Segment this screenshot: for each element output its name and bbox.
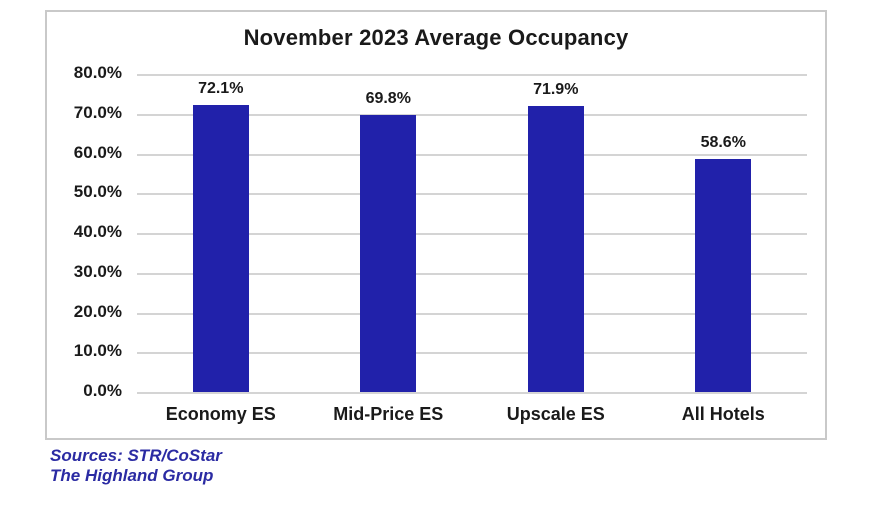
- x-axis-category-label: Mid-Price ES: [333, 404, 444, 424]
- gridline: [137, 312, 807, 315]
- gridline: [137, 392, 807, 394]
- y-axis-tick-label: 0.0%: [83, 381, 122, 400]
- bar-mid-price-es: [360, 114, 417, 392]
- gridline: [137, 352, 807, 355]
- bar-value-label: 58.6%: [700, 134, 746, 152]
- bar-economy-es: [192, 105, 249, 392]
- x-axis-category-label: Upscale ES: [506, 404, 605, 424]
- y-axis-tick-label: 60.0%: [73, 142, 122, 162]
- chart-frame: November 2023 Average Occupancy 0.0% 10.0…: [45, 10, 827, 440]
- source-line-2: The Highland Group: [50, 466, 214, 485]
- chart-title: November 2023 Average Occupancy: [243, 25, 629, 50]
- bar-value-label: 72.1%: [198, 80, 244, 98]
- bar-value-label: 71.9%: [533, 81, 579, 99]
- y-axis-tick-label: 70.0%: [73, 102, 122, 122]
- gridline: [137, 153, 807, 156]
- y-axis-tick-label: 80.0%: [73, 63, 122, 82]
- x-axis-category-label: Economy ES: [165, 404, 276, 424]
- bar-all-hotels: [695, 159, 752, 392]
- source-note: Sources: STR/CoStar The Highland Group: [50, 446, 222, 486]
- source-line-1: Sources: STR/CoStar: [50, 446, 222, 465]
- bar-value-label: 69.8%: [365, 89, 411, 107]
- y-axis-tick-label: 50.0%: [73, 182, 122, 202]
- gridline: [137, 233, 807, 235]
- y-axis-tick-label: 10.0%: [73, 341, 122, 361]
- gridline: [137, 193, 807, 196]
- y-axis-tick-label: 30.0%: [73, 261, 122, 281]
- bar-upscale-es: [527, 106, 584, 392]
- y-axis-tick-label: 40.0%: [73, 222, 122, 241]
- x-axis-category-label: All Hotels: [681, 404, 765, 424]
- gridline: [137, 113, 807, 116]
- gridline: [137, 74, 807, 76]
- plot-area: 0.0% 10.0% 20.0% 30.0% 40.0% 50.0% 60.0% 70.0% 8…: [74, 63, 807, 424]
- y-axis-tick-label: 20.0%: [73, 301, 122, 321]
- gridline: [137, 272, 807, 275]
